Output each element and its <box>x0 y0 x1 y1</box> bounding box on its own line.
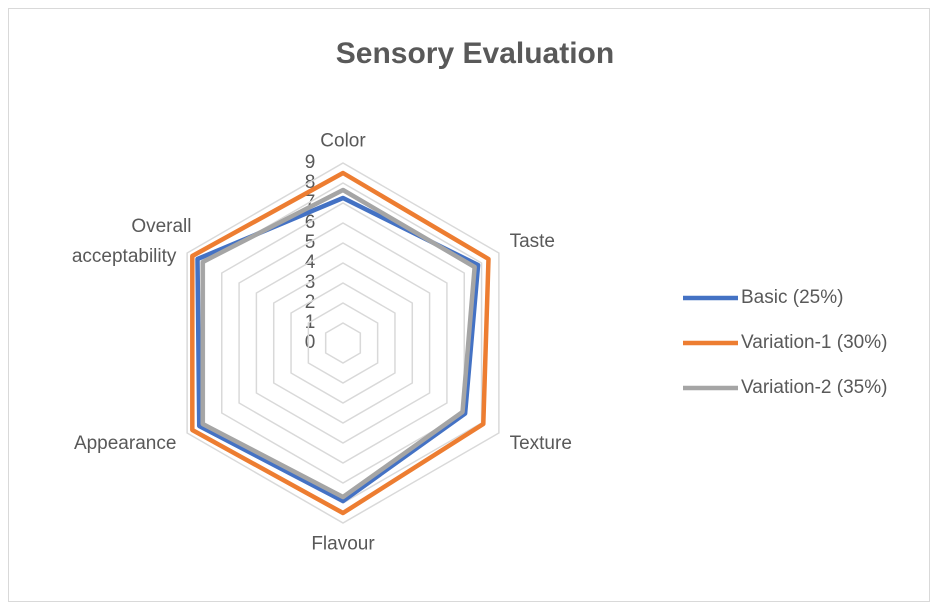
axis-label: Taste <box>510 231 555 252</box>
axis-label: Flavour <box>311 534 375 555</box>
axis-label-line: acceptability <box>72 246 177 267</box>
axis-label: Color <box>320 130 366 151</box>
chart-border <box>8 8 930 602</box>
r-tick-label: 9 <box>305 152 316 173</box>
legend-label: Variation-2 (35%) <box>741 377 887 398</box>
series-line <box>190 170 491 516</box>
grid-line <box>221 202 465 484</box>
grid-line <box>186 162 500 524</box>
axis-label: Appearance <box>74 433 176 454</box>
r-tick-label: 0 <box>305 332 316 353</box>
axis-label-line: Overall <box>131 216 191 237</box>
series-line <box>195 195 481 504</box>
legend-label: Variation-1 (30%) <box>741 332 887 353</box>
legend-label: Basic (25%) <box>741 287 843 308</box>
grid-line <box>272 262 414 424</box>
axis-label: Texture <box>510 433 572 454</box>
grid-line <box>255 242 431 444</box>
grid-line <box>324 322 362 364</box>
grid-line <box>238 222 448 464</box>
grid-line <box>290 282 396 404</box>
chart-title: Sensory Evaluation <box>336 37 614 70</box>
axis-label: Overall acceptability <box>72 216 192 267</box>
grid-line <box>307 302 379 384</box>
series-line <box>200 187 477 500</box>
